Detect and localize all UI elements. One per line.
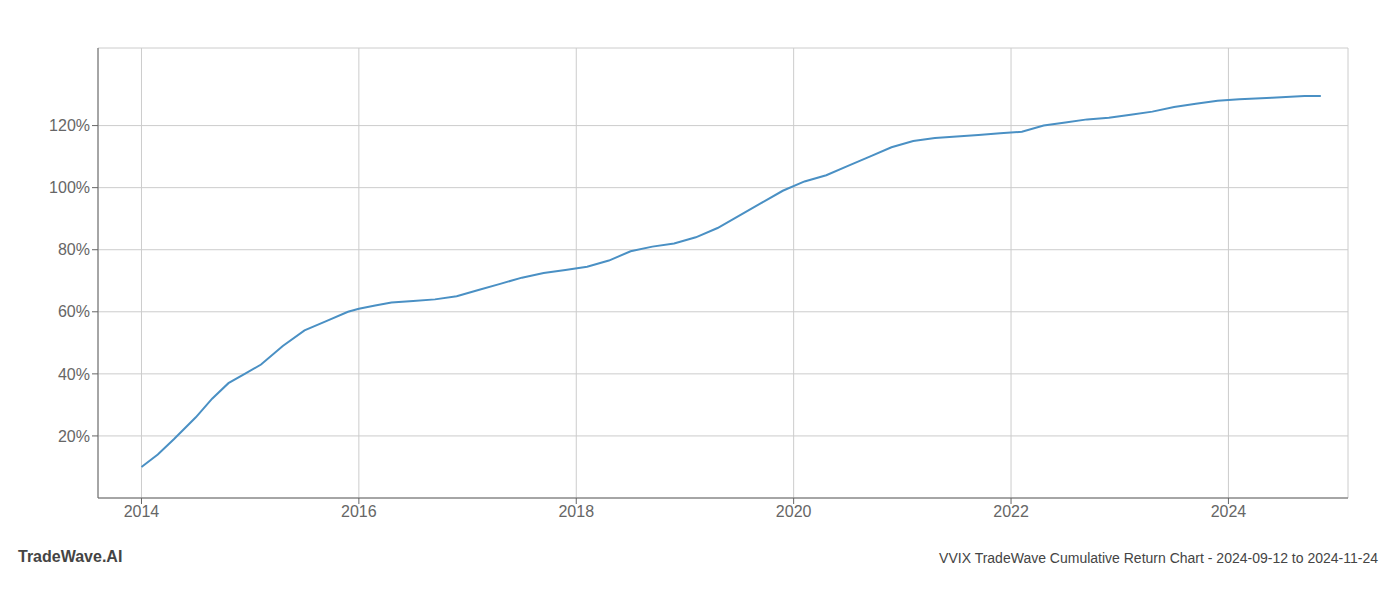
svg-text:2018: 2018 bbox=[558, 503, 594, 520]
svg-text:80%: 80% bbox=[58, 241, 90, 258]
svg-text:2014: 2014 bbox=[124, 503, 160, 520]
svg-text:2022: 2022 bbox=[993, 503, 1029, 520]
html-text:VVIX TradeWave Cumulative Retu: VVIX TradeWave Cumulative Return Chart -… bbox=[939, 550, 1378, 566]
svg-text:2024: 2024 bbox=[1211, 503, 1247, 520]
svg-text:2016: 2016 bbox=[341, 503, 377, 520]
svg-text:60%: 60% bbox=[58, 303, 90, 320]
svg-text:120%: 120% bbox=[49, 117, 90, 134]
svg-text:2020: 2020 bbox=[776, 503, 812, 520]
svg-text:100%: 100% bbox=[49, 179, 90, 196]
html-text:TradeWave.AI: TradeWave.AI bbox=[18, 548, 123, 565]
svg-text:40%: 40% bbox=[58, 366, 90, 383]
svg-text:20%: 20% bbox=[58, 428, 90, 445]
